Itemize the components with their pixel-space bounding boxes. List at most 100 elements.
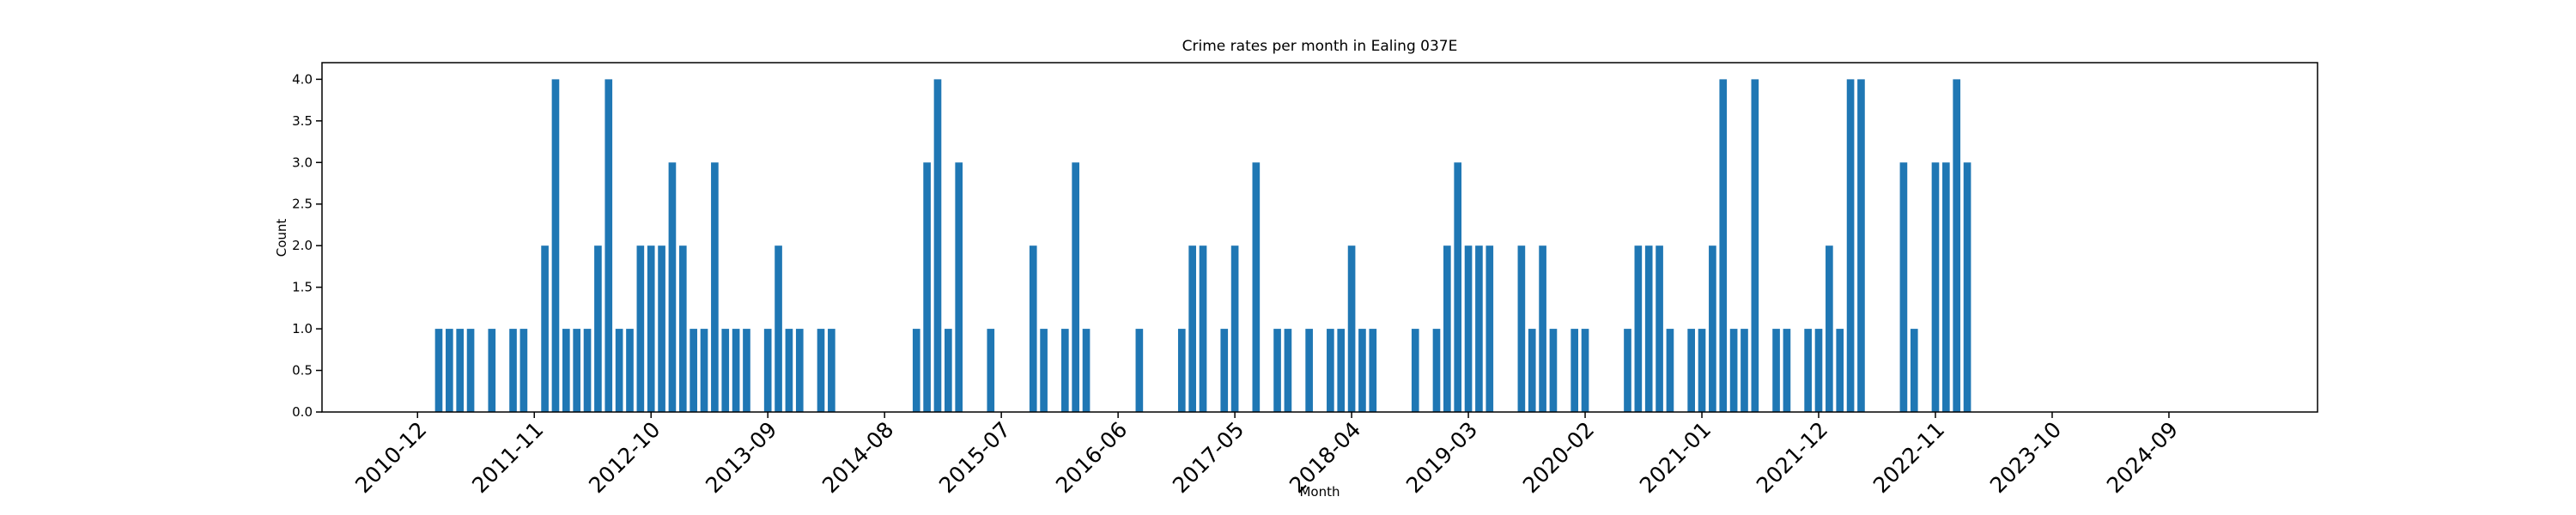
bar [1475, 245, 1483, 412]
bar [668, 162, 677, 413]
bar [711, 162, 719, 413]
bar [1072, 162, 1080, 413]
bar [488, 329, 496, 412]
bar [583, 329, 592, 412]
bar [1230, 245, 1239, 412]
bar [1135, 329, 1144, 412]
bar [1252, 162, 1261, 413]
bar [1040, 329, 1048, 412]
bar [785, 329, 793, 412]
bar [721, 329, 730, 412]
y-tick-label: 1.5 [292, 280, 313, 295]
y-axis-label: Count [274, 219, 289, 258]
bar [1836, 329, 1844, 412]
bar [1369, 329, 1377, 412]
bar [1347, 245, 1356, 412]
bar [1082, 329, 1091, 412]
bar [1337, 329, 1346, 412]
bar [647, 245, 655, 412]
bar [1719, 79, 1728, 412]
bar [1656, 245, 1663, 412]
x-tick-label: 2012-10 [584, 417, 665, 498]
bar [1443, 245, 1451, 412]
bar [1177, 329, 1186, 412]
bar [573, 329, 581, 412]
x-tick-label: 2015-07 [934, 417, 1015, 498]
bar [700, 329, 708, 412]
bar [743, 329, 750, 412]
bar [1220, 329, 1229, 412]
bar [1698, 329, 1706, 412]
x-tick-label: 2022-11 [1868, 417, 1949, 498]
bar [1910, 329, 1918, 412]
x-tick-label: 2021-12 [1752, 417, 1832, 498]
x-tick-label: 2010-12 [350, 417, 431, 498]
bar [658, 245, 665, 412]
bar [1666, 329, 1674, 412]
bar [605, 79, 613, 412]
y-tick-label: 0.5 [292, 363, 313, 379]
bar [1634, 245, 1643, 412]
bar [626, 329, 634, 412]
bar [795, 329, 804, 412]
y-tick-label: 1.0 [292, 321, 313, 336]
bar [1485, 245, 1494, 412]
bar [987, 329, 995, 412]
bar [1846, 79, 1855, 412]
bar [763, 329, 772, 412]
plot-frame [321, 62, 2318, 413]
x-tick-label: 2014-08 [817, 417, 898, 498]
bar [1953, 79, 1961, 412]
bar [1549, 329, 1558, 412]
bar [933, 79, 942, 412]
bar [1454, 162, 1462, 413]
bar [732, 329, 740, 412]
bar [636, 245, 645, 412]
bar [615, 329, 623, 412]
bar [1687, 329, 1695, 412]
y-tick-label: 0.0 [292, 404, 313, 420]
bar [466, 329, 475, 412]
bar [955, 162, 963, 413]
bar [1624, 329, 1631, 412]
x-tick-label: 2019-03 [1401, 417, 1482, 498]
bar [509, 329, 517, 412]
bar [1931, 162, 1940, 413]
bar [1729, 329, 1738, 412]
bar [1199, 245, 1207, 412]
bar [551, 79, 560, 412]
bar [446, 329, 453, 412]
bar [1358, 329, 1366, 412]
bar [1305, 329, 1313, 412]
x-tick-label: 2017-05 [1168, 417, 1249, 498]
bar [1751, 79, 1759, 412]
bar [1284, 329, 1292, 412]
bar [594, 245, 602, 412]
y-tick-label: 4.0 [292, 71, 313, 87]
bar [1411, 329, 1419, 412]
bar [1814, 329, 1823, 412]
x-tick-label: 2020-02 [1518, 417, 1599, 498]
x-tick-label: 2024-09 [2102, 417, 2183, 498]
bar [1273, 329, 1281, 412]
bar [1772, 329, 1780, 412]
bar [1963, 162, 1971, 413]
bar [519, 329, 528, 412]
bar [690, 329, 697, 412]
y-tick-label: 2.0 [292, 238, 313, 253]
bar [1783, 329, 1791, 412]
bar [1188, 245, 1196, 412]
x-tick-label: 2013-09 [701, 417, 781, 498]
bar [828, 329, 835, 412]
x-tick-label: 2023-10 [1985, 417, 2066, 498]
bar [923, 162, 931, 413]
bar [775, 245, 782, 412]
bar [1528, 329, 1536, 412]
y-tick-label: 3.0 [292, 154, 313, 170]
x-tick-label: 2011-11 [467, 417, 548, 498]
bar [1432, 329, 1441, 412]
chart-title: Crime rates per month in Ealing 037E [1182, 38, 1458, 55]
bar [1709, 245, 1716, 412]
y-tick-label: 3.5 [292, 113, 313, 129]
